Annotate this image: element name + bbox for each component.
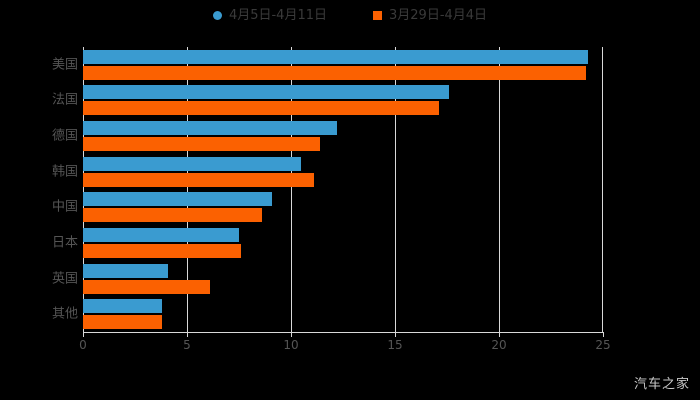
legend-label-1: 3月29日-4月4日 bbox=[389, 7, 488, 23]
bar-series-1[interactable] bbox=[83, 299, 163, 314]
x-axis-tick bbox=[83, 333, 84, 337]
watermark: 汽车之家 bbox=[633, 377, 690, 392]
x-axis-tick bbox=[395, 333, 396, 337]
legend-item-0[interactable]: 4月5日-4月11日 bbox=[212, 7, 327, 23]
x-axis-tick-label: 5 bbox=[183, 338, 191, 352]
x-axis-tick-label: 15 bbox=[387, 338, 403, 352]
plot-area bbox=[83, 47, 603, 332]
legend-item-1[interactable]: 3月29日-4月4日 bbox=[373, 9, 487, 22]
x-axis-tick-label: 10 bbox=[283, 338, 299, 352]
x-axis-tick bbox=[291, 333, 292, 337]
y-axis-category-label: 德国 bbox=[51, 128, 78, 144]
bar-series-2[interactable] bbox=[83, 65, 587, 80]
gridline bbox=[395, 47, 396, 332]
y-axis-category-label: 法国 bbox=[51, 92, 78, 108]
bar-series-1[interactable] bbox=[83, 192, 273, 207]
y-axis-category-label: 其他 bbox=[51, 306, 78, 322]
y-axis-category-label: 英国 bbox=[51, 271, 78, 287]
bar-series-2[interactable] bbox=[83, 137, 321, 152]
y-axis-labels: 美国法国德国韩国中国日本英国其他 bbox=[0, 47, 78, 332]
bar-series-1[interactable] bbox=[83, 156, 302, 171]
x-axis-tick bbox=[499, 333, 500, 337]
y-axis-category-label: 美国 bbox=[51, 57, 78, 73]
bar-series-1[interactable] bbox=[83, 227, 239, 242]
x-axis-tick bbox=[603, 333, 604, 337]
y-axis-category-label: 日本 bbox=[51, 235, 78, 251]
bar-series-1[interactable] bbox=[83, 263, 169, 278]
gridline bbox=[187, 47, 188, 332]
x-axis-line bbox=[83, 332, 604, 333]
gridline bbox=[499, 47, 500, 332]
y-axis-category-label: 韩国 bbox=[51, 164, 78, 180]
bar-series-2[interactable] bbox=[83, 172, 314, 187]
bar-series-1[interactable] bbox=[83, 49, 589, 64]
bar-series-2[interactable] bbox=[83, 315, 163, 330]
bar-series-1[interactable] bbox=[83, 121, 337, 136]
chart-legend: 4月5日-4月11日 3月29日-4月4日 bbox=[0, 0, 700, 30]
x-axis-tick-label: 25 bbox=[595, 338, 611, 352]
x-axis-tick bbox=[187, 333, 188, 337]
gridline bbox=[291, 47, 292, 332]
legend-marker-square-icon bbox=[373, 10, 382, 20]
x-axis-tick-label: 20 bbox=[491, 338, 507, 352]
plot-border-left bbox=[83, 47, 84, 332]
legend-marker-circle-icon bbox=[212, 10, 222, 20]
x-axis-tick-label: 0 bbox=[79, 338, 87, 352]
y-axis-category-label: 中国 bbox=[51, 199, 78, 215]
bar-series-2[interactable] bbox=[83, 279, 210, 294]
bar-series-2[interactable] bbox=[83, 101, 439, 116]
bar-series-1[interactable] bbox=[83, 85, 450, 100]
plot-border-right bbox=[602, 47, 603, 332]
bar-series-2[interactable] bbox=[83, 208, 262, 223]
legend-label-0: 4月5日-4月11日 bbox=[228, 7, 327, 23]
bar-series-2[interactable] bbox=[83, 243, 242, 258]
